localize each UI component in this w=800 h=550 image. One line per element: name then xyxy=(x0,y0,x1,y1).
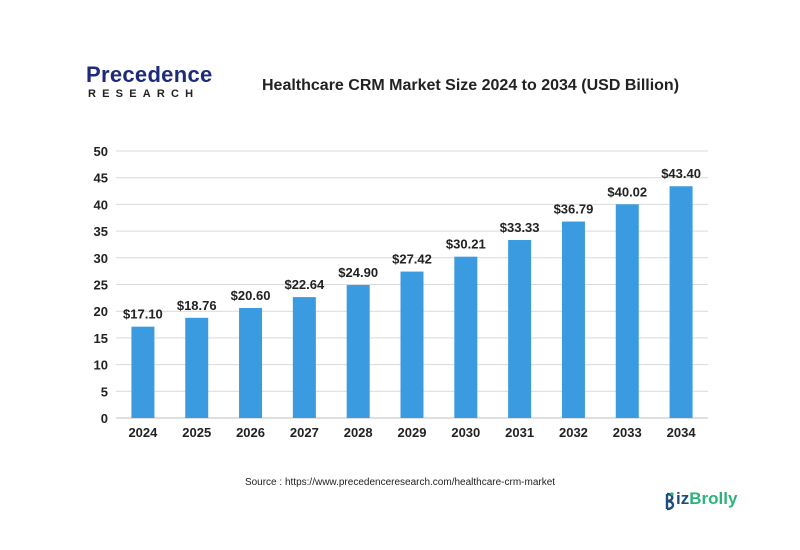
bar xyxy=(131,326,155,418)
y-tick-label: 0 xyxy=(101,411,108,426)
bar xyxy=(400,271,424,418)
bar-value-label: $43.40 xyxy=(661,166,701,181)
bar xyxy=(615,204,639,418)
y-tick-label: 50 xyxy=(94,144,108,159)
y-tick-label: 45 xyxy=(94,171,108,186)
bar xyxy=(239,307,263,418)
y-tick-label: 10 xyxy=(94,358,108,373)
bar-value-label: $40.02 xyxy=(607,184,647,199)
bar xyxy=(292,297,316,418)
bar-value-label: $30.21 xyxy=(446,237,486,252)
x-tick-label: 2032 xyxy=(559,425,588,440)
bar-value-label: $22.64 xyxy=(284,277,325,292)
x-tick-label: 2029 xyxy=(398,425,427,440)
chart-title: Healthcare CRM Market Size 2024 to 2034 … xyxy=(262,77,680,94)
bizbrolly-watermark: izBrolly xyxy=(664,489,754,515)
bar xyxy=(454,256,478,418)
bar xyxy=(561,221,585,418)
x-tick-label: 2024 xyxy=(128,425,158,440)
x-tick-label: 2033 xyxy=(613,425,642,440)
y-tick-label: 15 xyxy=(94,331,108,346)
x-tick-label: 2034 xyxy=(667,425,697,440)
bar xyxy=(508,240,532,418)
bar xyxy=(346,285,370,418)
bar-value-label: $27.42 xyxy=(392,252,432,267)
bar xyxy=(669,186,693,418)
bar-value-label: $24.90 xyxy=(338,265,378,280)
bizbrolly-text-a: iz xyxy=(676,489,690,508)
logo-wordmark: Precedence xyxy=(86,62,213,87)
x-tick-label: 2030 xyxy=(451,425,480,440)
bizbrolly-b-icon xyxy=(665,492,675,511)
y-tick-label: 5 xyxy=(101,384,108,399)
logo-subtitle: RESEARCH xyxy=(88,88,200,100)
y-tick-label: 40 xyxy=(94,197,108,212)
x-tick-label: 2028 xyxy=(344,425,373,440)
precedence-research-logo: Precedence RESEARCH xyxy=(86,62,226,106)
y-tick-label: 35 xyxy=(94,224,108,239)
x-tick-label: 2026 xyxy=(236,425,265,440)
source-note: Source : https://www.precedenceresearch.… xyxy=(244,477,556,488)
x-tick-label: 2025 xyxy=(182,425,211,440)
y-tick-label: 30 xyxy=(94,251,108,266)
bar-value-label: $17.10 xyxy=(123,307,163,322)
bar-value-label: $20.60 xyxy=(231,288,271,303)
x-tick-label: 2027 xyxy=(290,425,319,440)
bar-value-label: $33.33 xyxy=(500,220,540,235)
bar xyxy=(185,317,209,418)
bizbrolly-text-b: Brolly xyxy=(689,489,738,508)
bar-value-label: $36.79 xyxy=(554,202,594,217)
y-tick-label: 20 xyxy=(94,304,108,319)
x-tick-label: 2031 xyxy=(505,425,534,440)
y-tick-label: 25 xyxy=(94,278,108,293)
bar-value-label: $18.76 xyxy=(177,298,217,313)
